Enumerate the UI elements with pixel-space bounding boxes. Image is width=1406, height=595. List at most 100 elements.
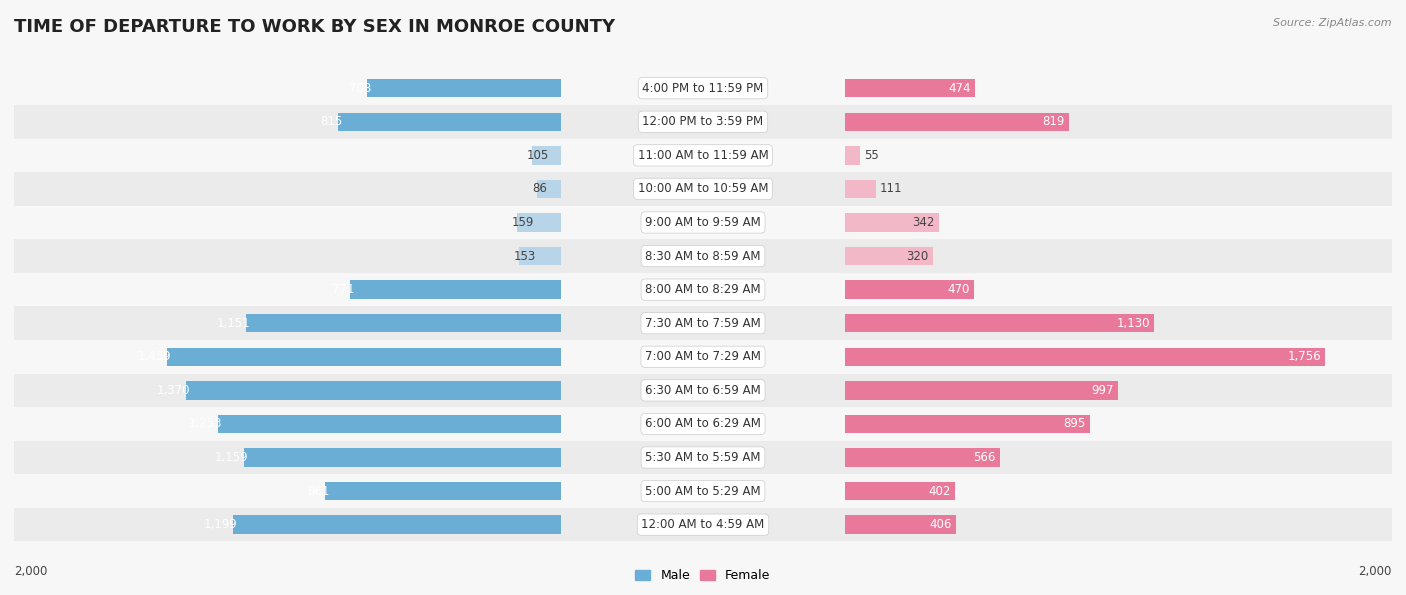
Bar bbox=[845, 105, 1392, 139]
Text: 86: 86 bbox=[531, 183, 547, 195]
Bar bbox=[845, 206, 1392, 239]
Text: 1,370: 1,370 bbox=[157, 384, 190, 397]
Bar bbox=[845, 515, 956, 534]
Text: 7:30 AM to 7:59 AM: 7:30 AM to 7:59 AM bbox=[645, 317, 761, 330]
Bar bbox=[14, 306, 561, 340]
Bar bbox=[561, 474, 845, 508]
Text: 997: 997 bbox=[1091, 384, 1114, 397]
Bar bbox=[845, 112, 1069, 131]
Bar bbox=[845, 213, 939, 231]
Bar bbox=[845, 180, 876, 198]
Bar bbox=[845, 374, 1392, 407]
Text: 402: 402 bbox=[928, 484, 950, 497]
Bar bbox=[845, 407, 1392, 441]
Bar bbox=[561, 172, 845, 206]
Bar bbox=[561, 139, 845, 172]
Bar bbox=[561, 508, 845, 541]
Bar bbox=[845, 448, 1000, 466]
Text: 11:00 AM to 11:59 AM: 11:00 AM to 11:59 AM bbox=[638, 149, 768, 162]
Text: 470: 470 bbox=[948, 283, 970, 296]
Bar bbox=[845, 247, 932, 265]
Text: 861: 861 bbox=[307, 484, 329, 497]
Text: 6:00 AM to 6:29 AM: 6:00 AM to 6:29 AM bbox=[645, 418, 761, 430]
Text: 1,130: 1,130 bbox=[1116, 317, 1150, 330]
Text: 566: 566 bbox=[973, 451, 995, 464]
Bar bbox=[845, 146, 860, 165]
Text: 895: 895 bbox=[1063, 418, 1085, 430]
Bar bbox=[561, 374, 845, 407]
Bar bbox=[14, 441, 561, 474]
Bar bbox=[14, 105, 561, 139]
Bar bbox=[845, 340, 1392, 374]
Bar bbox=[325, 482, 561, 500]
Bar bbox=[845, 314, 1154, 333]
Text: 9:00 AM to 9:59 AM: 9:00 AM to 9:59 AM bbox=[645, 216, 761, 229]
Bar bbox=[14, 273, 561, 306]
Bar bbox=[845, 482, 955, 500]
Text: 8:30 AM to 8:59 AM: 8:30 AM to 8:59 AM bbox=[645, 249, 761, 262]
Bar bbox=[845, 508, 1392, 541]
Text: 7:00 AM to 7:29 AM: 7:00 AM to 7:29 AM bbox=[645, 350, 761, 364]
Bar bbox=[367, 79, 561, 98]
Text: Source: ZipAtlas.com: Source: ZipAtlas.com bbox=[1274, 18, 1392, 28]
Bar bbox=[14, 71, 561, 105]
Bar bbox=[531, 146, 561, 165]
Bar bbox=[561, 71, 845, 105]
Bar bbox=[537, 180, 561, 198]
Text: 12:00 AM to 4:59 AM: 12:00 AM to 4:59 AM bbox=[641, 518, 765, 531]
Bar bbox=[561, 105, 845, 139]
Bar bbox=[246, 314, 561, 333]
Text: 1,151: 1,151 bbox=[217, 317, 250, 330]
Text: 105: 105 bbox=[527, 149, 548, 162]
Bar bbox=[233, 515, 561, 534]
Text: 2,000: 2,000 bbox=[14, 565, 48, 578]
Text: 5:00 AM to 5:29 AM: 5:00 AM to 5:29 AM bbox=[645, 484, 761, 497]
Text: 159: 159 bbox=[512, 216, 534, 229]
Text: TIME OF DEPARTURE TO WORK BY SEX IN MONROE COUNTY: TIME OF DEPARTURE TO WORK BY SEX IN MONR… bbox=[14, 18, 616, 36]
Bar bbox=[845, 381, 1118, 400]
Bar bbox=[561, 340, 845, 374]
Bar bbox=[845, 71, 1392, 105]
Text: 1,159: 1,159 bbox=[215, 451, 247, 464]
Bar bbox=[517, 213, 561, 231]
Text: 1,253: 1,253 bbox=[188, 418, 222, 430]
Bar bbox=[14, 407, 561, 441]
Bar bbox=[561, 206, 845, 239]
Bar bbox=[14, 340, 561, 374]
Bar bbox=[14, 239, 561, 273]
Bar bbox=[561, 306, 845, 340]
Text: 111: 111 bbox=[880, 183, 903, 195]
Bar bbox=[561, 441, 845, 474]
Text: 474: 474 bbox=[948, 82, 970, 95]
Text: 815: 815 bbox=[321, 115, 342, 129]
Text: 708: 708 bbox=[349, 82, 371, 95]
Bar bbox=[845, 441, 1392, 474]
Text: 153: 153 bbox=[513, 249, 536, 262]
Bar bbox=[845, 139, 1392, 172]
Bar bbox=[218, 415, 561, 433]
Bar bbox=[845, 239, 1392, 273]
Bar bbox=[14, 172, 561, 206]
Bar bbox=[845, 273, 1392, 306]
Text: 819: 819 bbox=[1043, 115, 1064, 129]
Bar bbox=[167, 347, 561, 366]
Text: 4:00 PM to 11:59 PM: 4:00 PM to 11:59 PM bbox=[643, 82, 763, 95]
Text: 406: 406 bbox=[929, 518, 952, 531]
Bar bbox=[561, 273, 845, 306]
Text: 1,199: 1,199 bbox=[204, 518, 238, 531]
Bar bbox=[845, 280, 973, 299]
Bar bbox=[845, 347, 1326, 366]
Text: 342: 342 bbox=[912, 216, 935, 229]
Bar bbox=[14, 374, 561, 407]
Text: 12:00 PM to 3:59 PM: 12:00 PM to 3:59 PM bbox=[643, 115, 763, 129]
Text: 1,439: 1,439 bbox=[138, 350, 172, 364]
Bar bbox=[845, 79, 974, 98]
Legend: Male, Female: Male, Female bbox=[631, 565, 775, 585]
Text: 8:00 AM to 8:29 AM: 8:00 AM to 8:29 AM bbox=[645, 283, 761, 296]
Text: 1,756: 1,756 bbox=[1288, 350, 1322, 364]
Text: 2,000: 2,000 bbox=[1358, 565, 1392, 578]
Bar bbox=[845, 415, 1090, 433]
Bar bbox=[14, 139, 561, 172]
Text: 10:00 AM to 10:59 AM: 10:00 AM to 10:59 AM bbox=[638, 183, 768, 195]
Bar bbox=[845, 306, 1392, 340]
